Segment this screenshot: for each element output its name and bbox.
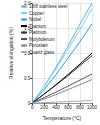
svg-text:Temperature (°C): Temperature (°C)	[43, 115, 82, 121]
svg-text:18/8 stainless steel: 18/8 stainless steel	[29, 4, 67, 9]
svg-text:0: 0	[27, 100, 31, 106]
svg-text:Porcelain: Porcelain	[29, 43, 48, 48]
svg-text:Relative elongation (%): Relative elongation (%)	[8, 27, 14, 79]
svg-text:0: 0	[31, 105, 34, 110]
svg-text:200: 200	[40, 105, 48, 110]
svg-text:0.5: 0.5	[24, 76, 31, 81]
svg-text:Nickel: Nickel	[29, 17, 41, 22]
svg-text:600: 600	[64, 105, 72, 110]
svg-text:800: 800	[76, 105, 84, 110]
svg-text:Quartz glass: Quartz glass	[29, 50, 55, 55]
svg-text:Molybdenum: Molybdenum	[29, 37, 55, 42]
svg-text:1.0: 1.0	[23, 50, 31, 56]
svg-text:400: 400	[52, 105, 60, 110]
svg-text:2.0: 2.0	[23, 0, 31, 6]
svg-text:Titanium: Titanium	[29, 24, 46, 29]
svg-text:Copper: Copper	[29, 11, 44, 16]
svg-text:1000: 1000	[87, 105, 98, 110]
svg-text:Platinum: Platinum	[29, 30, 47, 35]
